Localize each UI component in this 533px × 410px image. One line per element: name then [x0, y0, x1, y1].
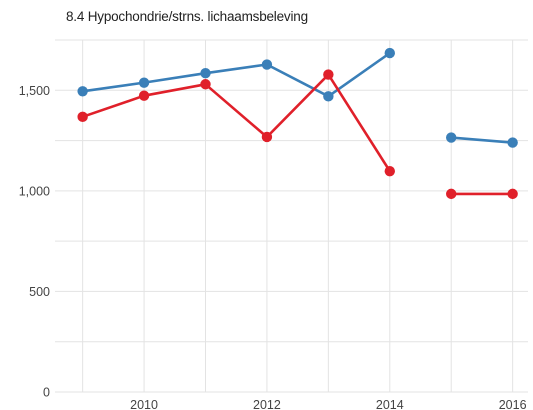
- data-point: [77, 86, 88, 97]
- series-2: [77, 69, 518, 200]
- data-point: [200, 67, 211, 79]
- grid: [55, 39, 528, 393]
- y-axis-ticks: 0 500 1,000 1,500: [19, 84, 50, 400]
- data-point: [323, 69, 334, 80]
- data-point: [446, 188, 457, 200]
- x-tick-label: 2016: [499, 398, 527, 410]
- data-point: [77, 111, 88, 123]
- y-tick-label: 500: [29, 285, 50, 299]
- data-point: [261, 131, 273, 143]
- y-tick-label: 0: [43, 386, 50, 400]
- series-line: [81, 73, 392, 173]
- data-point: [138, 77, 150, 88]
- x-axis-ticks: 2010 2012 2014 2016: [130, 398, 526, 410]
- y-tick-label: 1,000: [19, 184, 50, 198]
- chart-title: 8.4 Hypochondrie/strns. lichaamsbeleving: [66, 9, 308, 24]
- series-line: [449, 136, 514, 144]
- data-point: [507, 137, 518, 148]
- x-tick-label: 2010: [130, 398, 158, 410]
- data-point: [261, 59, 273, 70]
- x-tick-label: 2014: [376, 398, 404, 410]
- data-point: [138, 90, 150, 101]
- data-point: [384, 47, 395, 59]
- data-point: [384, 165, 395, 177]
- series-1: [77, 47, 518, 148]
- series-group: [77, 47, 518, 200]
- data-point: [446, 132, 457, 143]
- y-tick-label: 1,500: [19, 84, 50, 98]
- x-tick-label: 2012: [253, 398, 281, 410]
- data-point: [507, 188, 518, 200]
- data-point: [200, 79, 211, 90]
- data-point: [323, 91, 334, 102]
